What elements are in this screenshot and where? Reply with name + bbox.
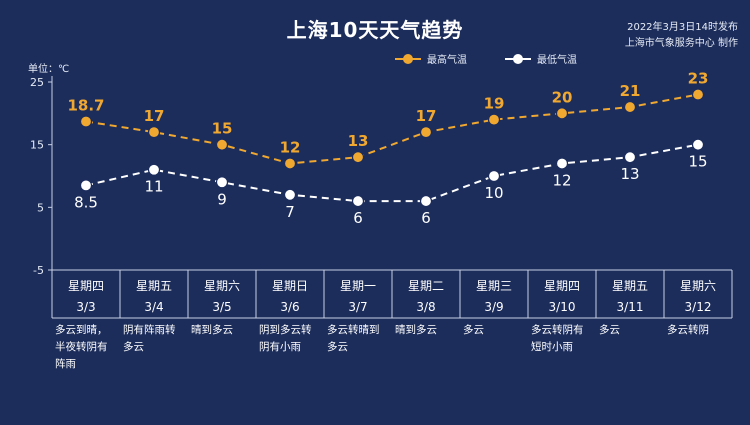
x-weekday-label: 星期五 [612,279,648,293]
weather-description: 多云转晴到 多云 [327,324,380,353]
weather-description: 晴到多云 [395,324,437,336]
y-tick-label: 25 [30,76,44,89]
publish-info: 2022年3月3日14时发布 上海市气象服务中心 制作 [625,20,738,52]
x-date-label: 3/11 [617,300,644,314]
data-point-high [283,157,297,170]
weather-description: 多云转阴有 短时小雨 [531,324,584,353]
x-date-label: 3/9 [484,300,503,314]
x-date-label: 3/8 [416,300,435,314]
data-point-high [351,151,365,164]
x-weekday-label: 星期四 [68,279,104,293]
series-line-low [85,143,699,203]
legend-label-low: 最低气温 [537,55,577,66]
data-label-low: 6 [421,209,431,227]
x-weekday-label: 星期二 [408,279,444,293]
data-point-low [487,169,501,183]
data-label-low: 10 [484,184,503,202]
data-label-low: 15 [688,153,707,171]
x-weekday-label: 星期六 [204,279,240,293]
legend-item-high: 最高气温 [395,51,467,66]
x-date-label: 3/5 [212,300,231,314]
data-point-high [215,138,229,151]
data-label-high: 20 [552,88,573,106]
weather-description: 多云到晴， 半夜转阴有 阵雨 [55,324,108,370]
data-point-low [623,151,637,164]
data-point-high [623,100,637,114]
x-weekday-label: 星期四 [544,279,580,293]
data-label-low: 7 [285,203,295,221]
weather-description: 多云转阴 [667,324,709,336]
legend-swatch-high [395,53,421,64]
x-date-label: 3/6 [280,300,299,314]
x-date-label: 3/4 [144,300,163,314]
y-tick-label: 5 [37,201,44,214]
data-label-high: 13 [348,132,369,150]
weather-description: 阴到多云转 阴有小雨 [259,324,312,353]
weather-description: 晴到多云 [191,324,233,336]
data-label-high: 15 [212,120,233,138]
data-point-high [419,126,433,139]
data-point-low [351,194,365,208]
data-point-high [79,115,93,128]
data-point-high [487,113,501,126]
data-point-low [147,163,161,176]
data-label-high: 23 [688,70,709,88]
data-label-high: 21 [620,82,641,100]
x-weekday-label: 星期三 [476,279,512,293]
x-weekday-label: 星期六 [680,279,716,293]
x-date-label: 3/7 [348,300,367,314]
weather-description: 阴有阵雨转 多云 [123,324,176,353]
legend: 最高气温 最低气温 [395,51,615,66]
legend-label-high: 最高气温 [427,55,467,66]
data-point-high [555,107,569,120]
data-point-low [555,157,569,170]
data-point-low [419,194,433,208]
x-weekday-label: 星期一 [340,279,376,293]
page-title: 上海10天天气趋势 [286,18,464,42]
data-label-low: 13 [620,165,639,183]
data-point-low [79,179,93,192]
legend-swatch-low [505,53,531,64]
y-tick-label: 15 [30,139,44,152]
y-tick-label: -5 [33,264,44,277]
data-point-high [147,126,161,139]
x-date-label: 3/10 [549,300,576,314]
data-point-low [691,138,705,151]
data-label-high: 12 [280,138,301,156]
legend-item-low: 最低气温 [505,51,577,66]
data-point-low [283,188,297,201]
data-label-low: 6 [353,209,363,227]
publish-time: 2022年3月3日14时发布 [627,22,738,33]
data-label-low: 8.5 [74,193,98,211]
x-date-label: 3/12 [685,300,712,314]
data-point-high [691,88,705,101]
x-weekday-label: 星期日 [272,279,308,293]
publisher: 上海市气象服务中心 制作 [624,38,738,49]
weather-description: 多云 [463,324,484,336]
data-label-low: 9 [217,190,227,208]
data-label-high: 19 [484,95,505,113]
data-label-high: 18.7 [67,96,104,114]
weather-description: 多云 [599,324,620,336]
data-label-high: 17 [416,107,437,125]
x-weekday-label: 星期五 [136,279,172,293]
series-line-high [85,93,699,165]
data-label-low: 11 [144,178,163,196]
unit-label: 单位：℃ [28,64,70,75]
data-point-low [215,176,229,189]
data-label-low: 12 [552,171,571,189]
data-label-high: 17 [144,107,165,125]
x-date-label: 3/3 [76,300,95,314]
